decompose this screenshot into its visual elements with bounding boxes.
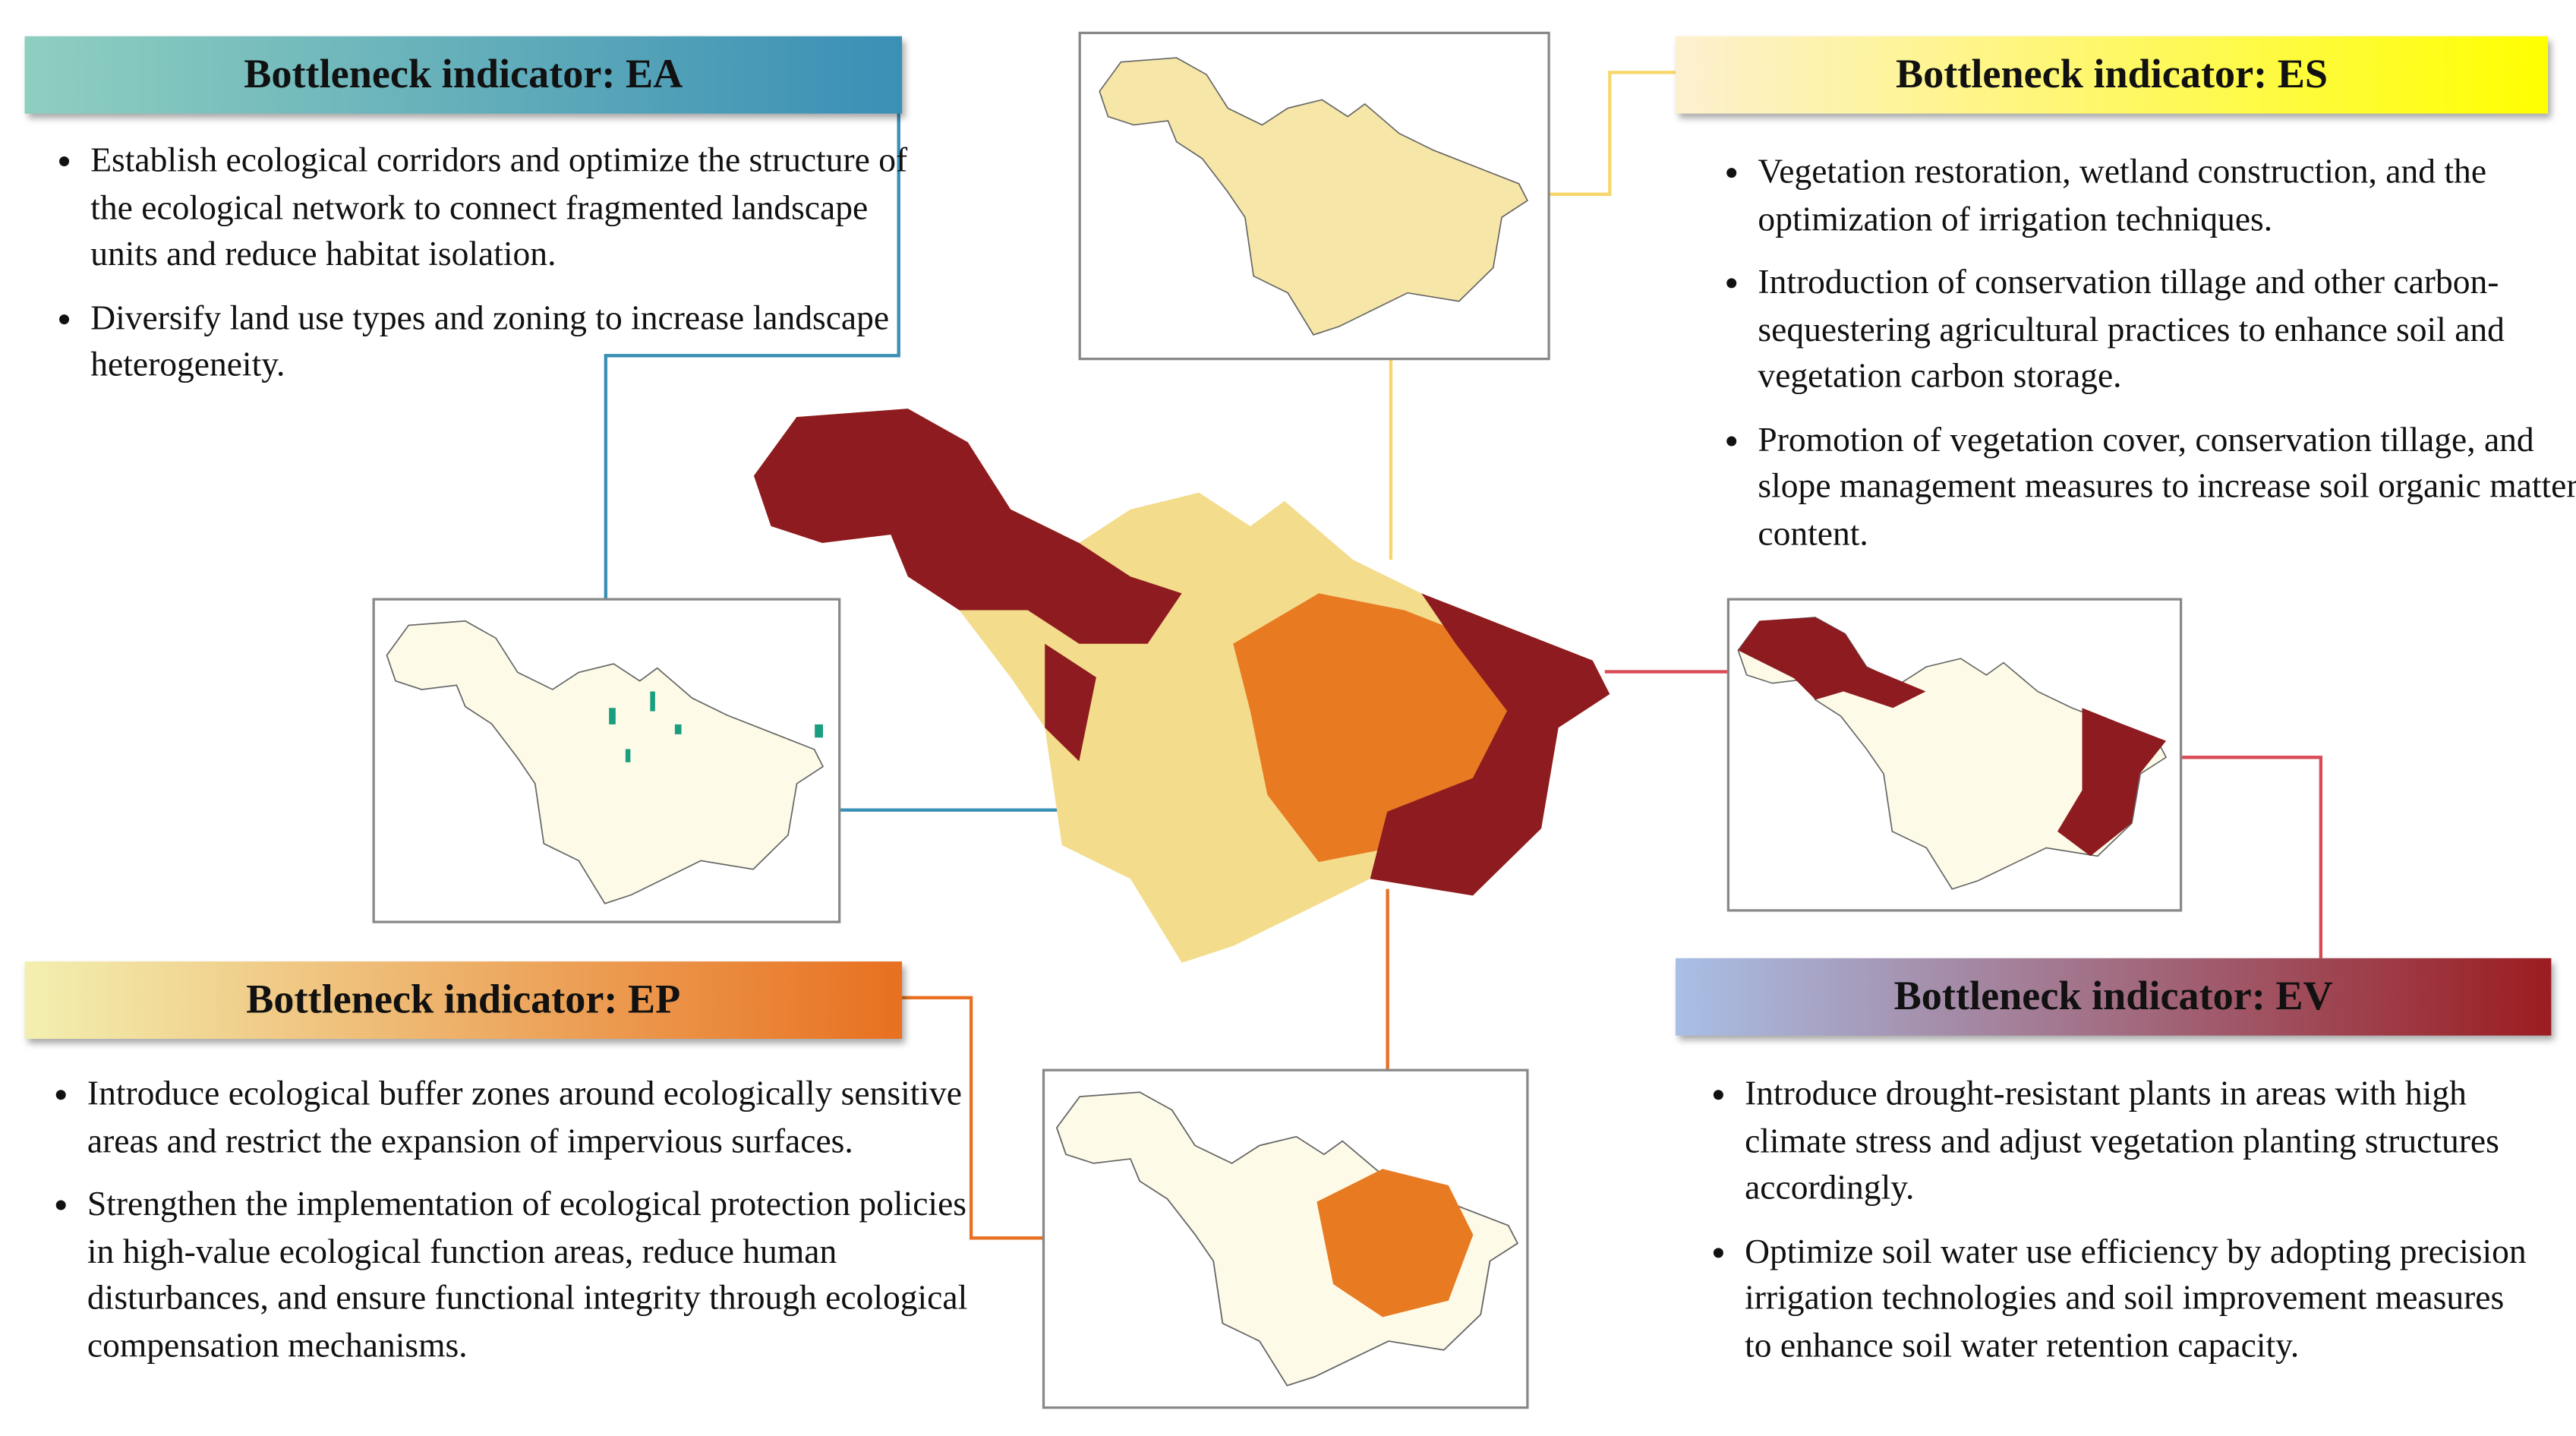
connector-ep [902,996,1044,1240]
header-ev: Bottleneck indicator: EV [1676,958,2552,1036]
header-ep: Bottleneck indicator: EP [24,961,903,1040]
header-ea: Bottleneck indicator: EA [24,36,903,114]
map-region-patch [1045,643,1096,762]
map-es [1078,31,1550,361]
map-ep [1042,1068,1529,1409]
bullets-ev: Introduce drought-resistant plants in ar… [1679,1070,2534,1384]
map-ea [372,598,841,923]
bullet: Vegetation restoration, wetland construc… [1758,148,2576,242]
connector-es [1549,71,1676,196]
bullet: Promotion of vegetation cover, conservat… [1758,415,2576,556]
connectors [604,71,2323,1240]
bullet: Introduce ecological buffer zones around… [87,1070,992,1164]
map-region-west [753,409,1182,644]
bullets-ep: Introduce ecological buffer zones around… [21,1070,992,1384]
bullet: Strengthen the implementation of ecologi… [87,1180,992,1368]
bullet: Establish ecological corridors and optim… [90,137,913,277]
connector-ea [604,112,900,600]
bullet: Introduce drought-resistant plants in ar… [1745,1070,2535,1210]
map-region-east [1370,593,1610,896]
header-es: Bottleneck indicator: ES [1676,36,2549,114]
bullet: Optimize soil water use efficiency by ad… [1745,1227,2535,1368]
bullets-es: Vegetation restoration, wetland construc… [1692,148,2576,573]
connector-ev [2180,756,2323,958]
bullet: Introduction of conservation tillage and… [1758,258,2576,399]
central-map [753,409,1610,963]
map-ev [1726,598,2183,912]
bullets-ea: Establish ecological corridors and optim… [25,137,914,404]
bullet: Diversify land use types and zoning to i… [90,294,913,388]
